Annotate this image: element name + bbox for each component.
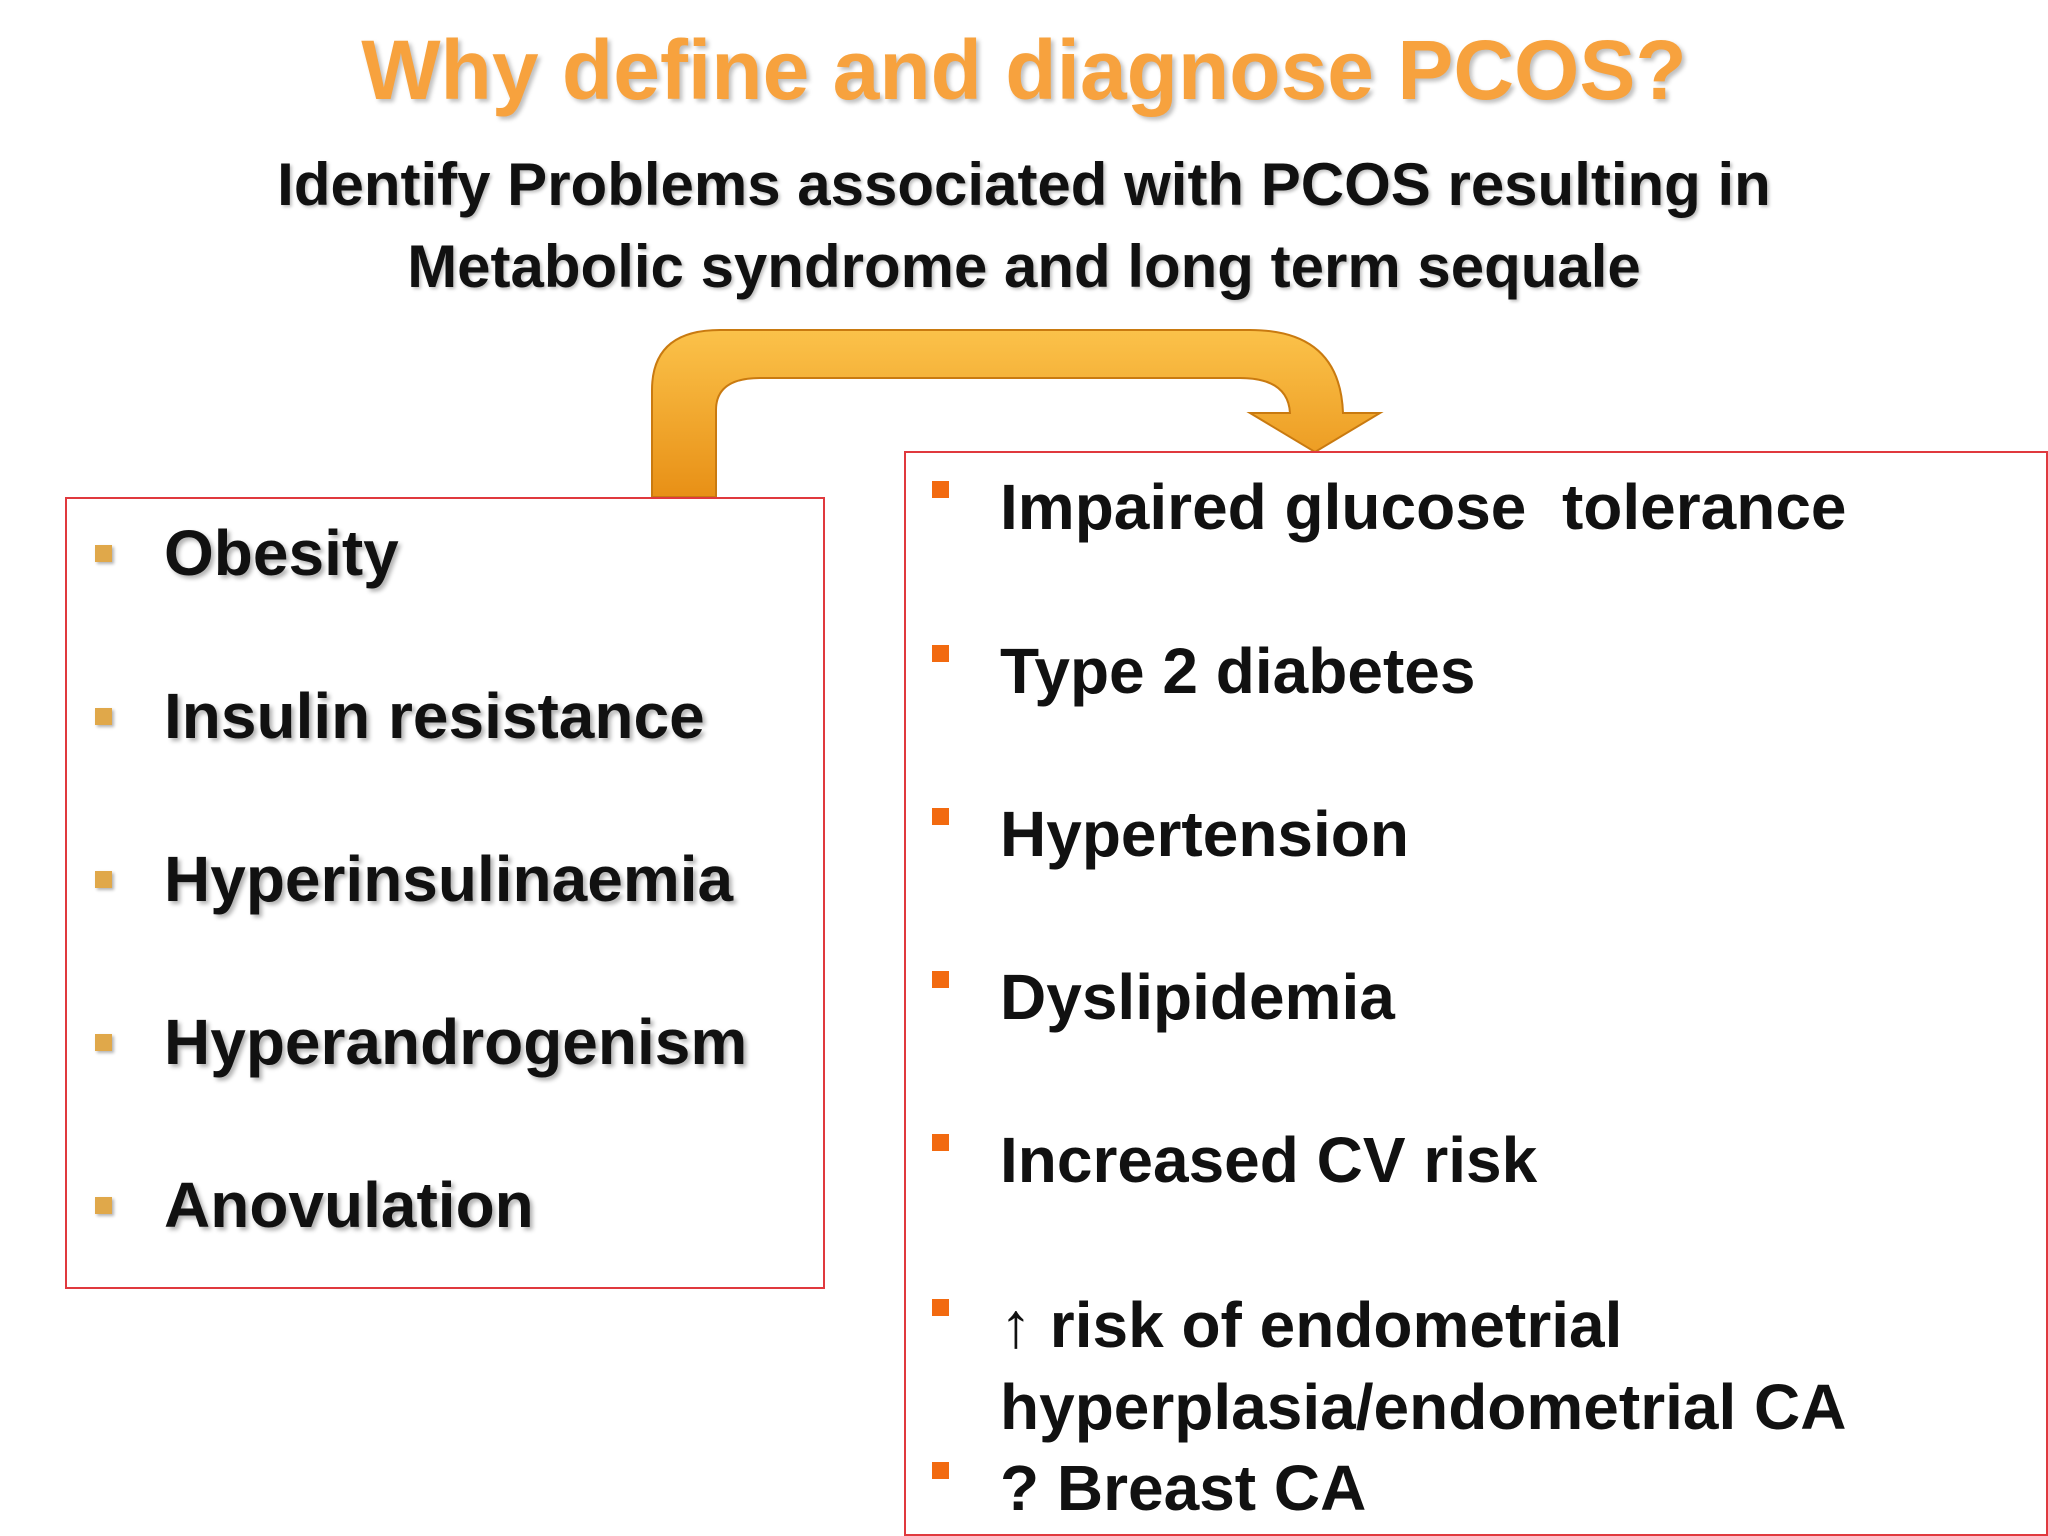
list-item: Hypertension [1000, 798, 1409, 870]
list-item: ? Breast CA [1000, 1452, 1367, 1524]
bullet [932, 1134, 949, 1151]
list-item: Insulin resistance [164, 680, 705, 752]
bullet [932, 481, 949, 498]
bullet [932, 808, 949, 825]
subtitle-line: Identify Problems associated with PCOS r… [277, 151, 1771, 218]
left-box: Obesity Insulin resistance Hyperinsulinaem… [65, 497, 825, 1289]
bullet [95, 545, 112, 562]
subtitle-line: Metabolic syndrome and long term sequale [407, 233, 1641, 300]
bullet [932, 971, 949, 988]
list-item: Increased CV risk [1000, 1124, 1538, 1196]
bullet [932, 1462, 949, 1479]
list-item: hyperplasia/endometrial CA [1000, 1371, 1847, 1443]
title: Why define and diagnose PCOS? [361, 23, 1687, 117]
list-item: ↑ risk of endometrial [1000, 1289, 1623, 1361]
list-item: Impaired glucose tolerance [1000, 471, 1847, 543]
list-item: Type 2 diabetes [1000, 635, 1476, 707]
list-item: Hyperinsulinaemia [164, 843, 734, 915]
right-box: Impaired glucose tolerance Type 2 diabete… [904, 451, 2048, 1536]
bullet [95, 871, 112, 888]
list-item: Anovulation [164, 1169, 534, 1241]
list-item: Hyperandrogenism [164, 1006, 748, 1078]
curved-arrow [651, 329, 1384, 498]
list-item: Dyslipidemia [1000, 961, 1395, 1033]
list-item: Obesity [164, 517, 399, 589]
bullet [932, 1299, 949, 1316]
bullet [95, 1197, 112, 1214]
bullet [95, 1034, 112, 1051]
bullet [932, 645, 949, 662]
bullet [95, 708, 112, 725]
